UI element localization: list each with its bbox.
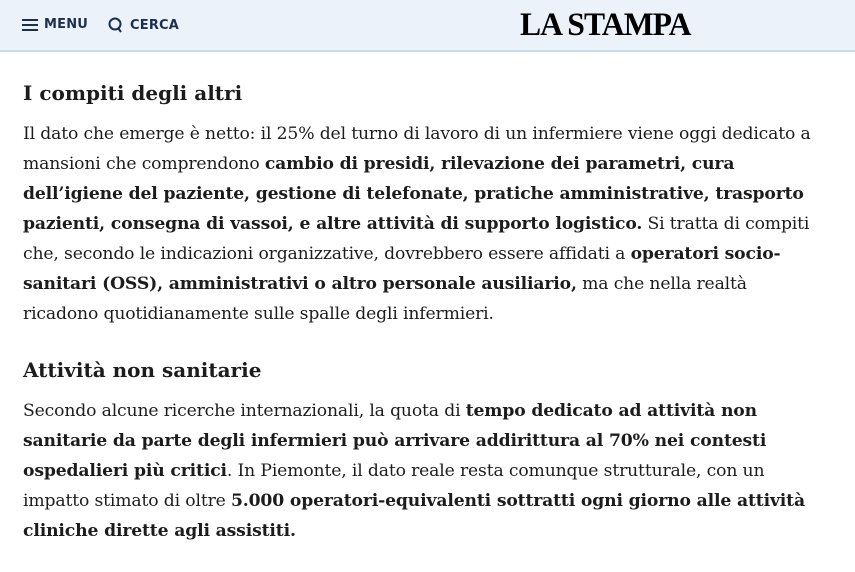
hamburger-icon (22, 18, 38, 31)
bold-text: operatori socio-sanitari (OSS), amminist… (23, 244, 781, 294)
text: ma che nella realtà ricadono quotidianam… (23, 274, 747, 324)
menu-button[interactable]: MENU (22, 17, 88, 32)
text: Il dato che emerge è netto: il 25% del t… (23, 124, 811, 174)
text: . In Piemonte, il dato reale resta comun… (23, 461, 765, 511)
bold-text: tempo dedicato ad attività non sanitarie… (23, 401, 767, 481)
bold-text: 5.000 operatori-equivalenti sottratti og… (23, 491, 805, 541)
site-logo[interactable]: LA STAMPA (520, 7, 692, 43)
section-heading: I compiti degli altri (23, 81, 243, 105)
text: Secondo alcune ricerche internazionali, … (23, 401, 466, 421)
search-button[interactable]: CERCA (108, 17, 179, 33)
section-heading: Attività non sanitarie (23, 358, 262, 382)
search-icon (108, 17, 122, 33)
section-paragraph: Secondo alcune ricerche internazionali, … (23, 396, 823, 546)
text: Si tratta di compiti che, secondo le ind… (23, 214, 810, 264)
menu-label: MENU (44, 17, 89, 32)
site-header: MENU CERCA LA STAMPA (0, 0, 855, 52)
search-label: CERCA (130, 17, 180, 33)
bold-text: cambio di presidi, rilevazione dei param… (23, 154, 804, 234)
article-body: I compiti degli altri Il dato che emerge… (23, 78, 823, 572)
section-paragraph: Il dato che emerge è netto: il 25% del t… (23, 119, 823, 329)
